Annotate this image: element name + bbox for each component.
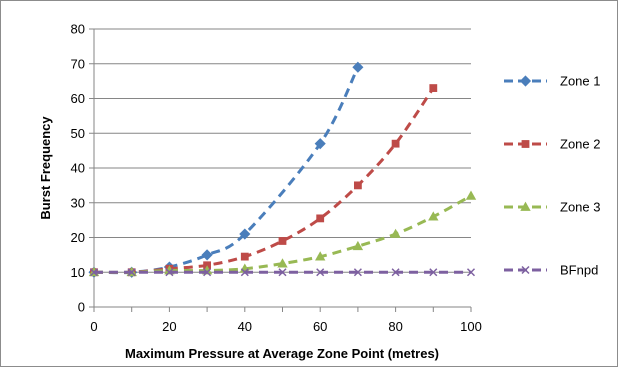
data-point — [316, 268, 325, 277]
y-tick-label: 30 — [71, 195, 85, 210]
y-tick-label: 20 — [71, 230, 85, 245]
data-point — [203, 268, 212, 277]
data-point — [277, 258, 288, 268]
legend-marker — [521, 140, 530, 148]
y-axis-title: Burst Frequency — [38, 116, 53, 220]
data-point — [390, 228, 401, 238]
data-point — [165, 268, 174, 277]
data-point — [391, 139, 400, 148]
series-4 — [89, 268, 476, 277]
y-tick-label: 0 — [78, 300, 85, 315]
legend-item: Zone 3 — [504, 200, 600, 215]
legend-item: Zone 1 — [504, 74, 600, 89]
series-2 — [90, 84, 438, 277]
data-point — [278, 237, 287, 245]
data-point — [429, 268, 438, 277]
data-point — [127, 268, 136, 277]
legend-item: BFnpd — [504, 263, 598, 278]
data-point — [353, 268, 362, 277]
data-point — [352, 61, 364, 73]
x-tick-label: 0 — [90, 319, 97, 334]
gridlines — [94, 28, 471, 273]
y-tick-label: 10 — [71, 265, 85, 280]
y-tick-label: 80 — [71, 22, 85, 37]
data-point — [352, 240, 364, 251]
legend-marker — [519, 75, 532, 87]
x-tick-label: 100 — [460, 319, 482, 334]
data-point — [391, 268, 400, 277]
data-point — [465, 190, 477, 200]
legend: Zone 1 Zone 2 Zone 3 BFnpd — [504, 74, 600, 278]
data-point — [240, 268, 249, 277]
y-tick-label: 70 — [71, 56, 85, 71]
legend-label: Zone 2 — [560, 137, 600, 152]
y-tick-label: 40 — [71, 161, 85, 176]
data-point — [466, 268, 476, 277]
series-3 — [88, 190, 477, 277]
x-tick-label: 80 — [388, 319, 402, 334]
x-tick-label: 40 — [238, 319, 252, 334]
series-layer — [88, 61, 477, 278]
x-tick-label: 60 — [313, 319, 327, 334]
data-point — [428, 211, 439, 221]
data-point — [316, 214, 325, 223]
data-point — [353, 181, 362, 190]
x-axis-title: Maximum Pressure at Average Zone Point (… — [125, 346, 439, 361]
legend-marker — [521, 265, 530, 275]
data-point — [429, 84, 438, 92]
series-1 — [88, 61, 364, 278]
legend-label: Zone 3 — [560, 200, 600, 215]
legend-item: Zone 2 — [504, 137, 600, 152]
y-tick-label: 60 — [71, 91, 85, 106]
data-point — [315, 251, 326, 261]
data-point — [240, 252, 249, 261]
legend-label: Zone 1 — [560, 74, 600, 89]
legend-marker — [520, 201, 531, 211]
data-point — [314, 138, 326, 150]
data-point — [239, 228, 251, 240]
x-tick-label: 20 — [162, 319, 176, 334]
data-point — [89, 268, 99, 277]
series-line — [93, 87, 435, 275]
x-axis-ticks: 0 20 40 60 80 100 — [90, 307, 482, 334]
data-point — [201, 249, 213, 261]
legend-label: BFnpd — [560, 263, 598, 278]
data-point — [278, 268, 287, 277]
y-tick-label: 50 — [71, 126, 85, 141]
y-axis-ticks: 0 10 20 30 40 50 60 70 80 — [71, 22, 94, 315]
